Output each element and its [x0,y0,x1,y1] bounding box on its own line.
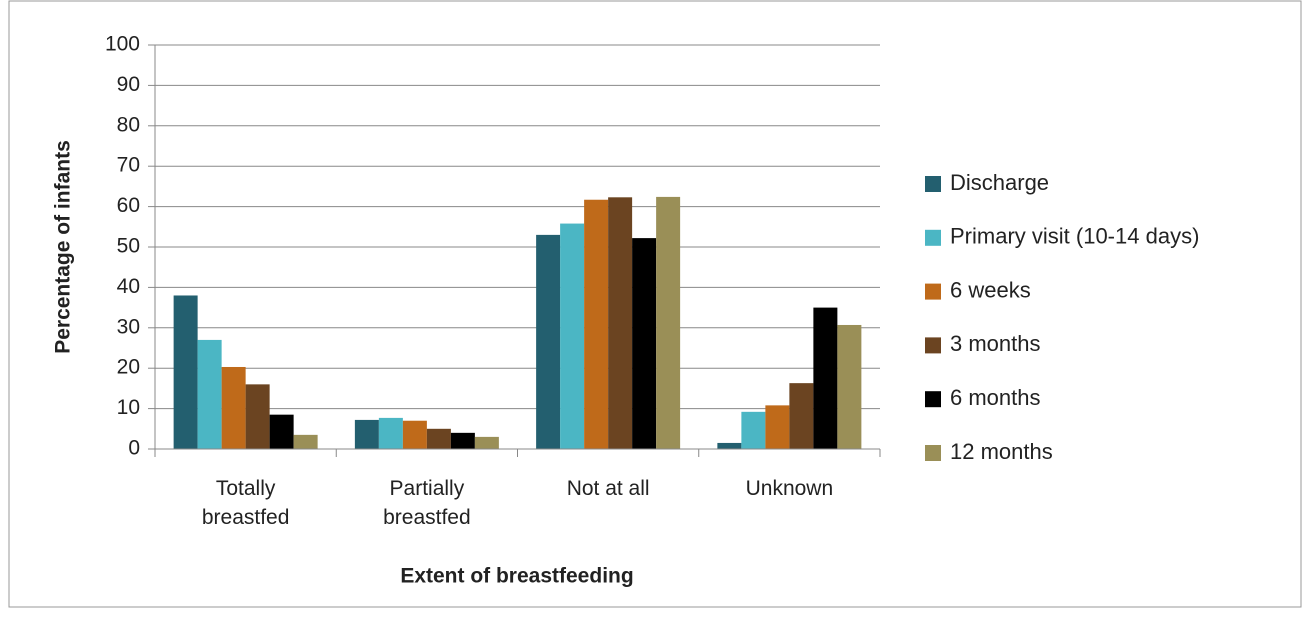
bar [221,366,246,449]
bar [426,428,451,449]
x-tick-label: Partially breastfed [383,477,471,529]
y-tick-label: 90 [117,73,140,96]
x-tick-label: Not at all [566,477,650,500]
bar [789,383,814,449]
bar [632,238,657,449]
bar [741,411,766,449]
legend-label: 6 weeks [950,277,1031,302]
y-tick-label: 0 [128,437,140,460]
bar [474,436,499,449]
y-tick-label: 10 [117,396,140,419]
y-tick-label: 40 [117,275,140,298]
y-axis-title: Percentage of infants [52,140,75,354]
x-tick-label: Totally breastfed [201,477,290,529]
bar [173,295,198,449]
bar [656,196,681,449]
bar [813,307,838,449]
y-tick-label: 50 [117,235,140,258]
bar [354,419,379,449]
legend-swatch [925,445,941,461]
bar [402,420,427,449]
x-tick-label: Unknown [745,477,834,500]
bar [560,223,585,449]
frame-border [8,0,1302,608]
legend-label: Discharge [950,170,1049,195]
legend-swatch [925,337,941,354]
y-tick-label: 100 [105,33,140,56]
bar [536,234,561,449]
y-tick-label: 30 [117,315,140,338]
y-tick-label: 80 [117,113,140,136]
legend-swatch [925,283,941,300]
legend-swatch [925,229,941,246]
bar [269,414,294,449]
x-axis-title: Extent of breastfeeding [400,565,633,588]
bar [293,434,318,449]
bar [717,442,742,449]
legend-label: Primary visit (10-14 days) [950,224,1199,249]
y-tick-label: 20 [117,356,140,379]
legend-label: 12 months [950,439,1053,464]
bar [837,324,862,449]
bar [197,339,222,449]
y-tick-label: 60 [117,194,140,217]
legend-label: 6 months [950,385,1041,410]
bar [584,199,609,449]
y-tick-label: 70 [117,154,140,177]
bar [608,197,633,449]
legend-label: 3 months [950,331,1041,356]
bar [378,417,403,449]
legend-swatch [925,391,941,408]
bar [450,432,475,449]
legend-swatch [925,176,941,192]
bar [245,384,270,449]
bar [765,405,790,449]
